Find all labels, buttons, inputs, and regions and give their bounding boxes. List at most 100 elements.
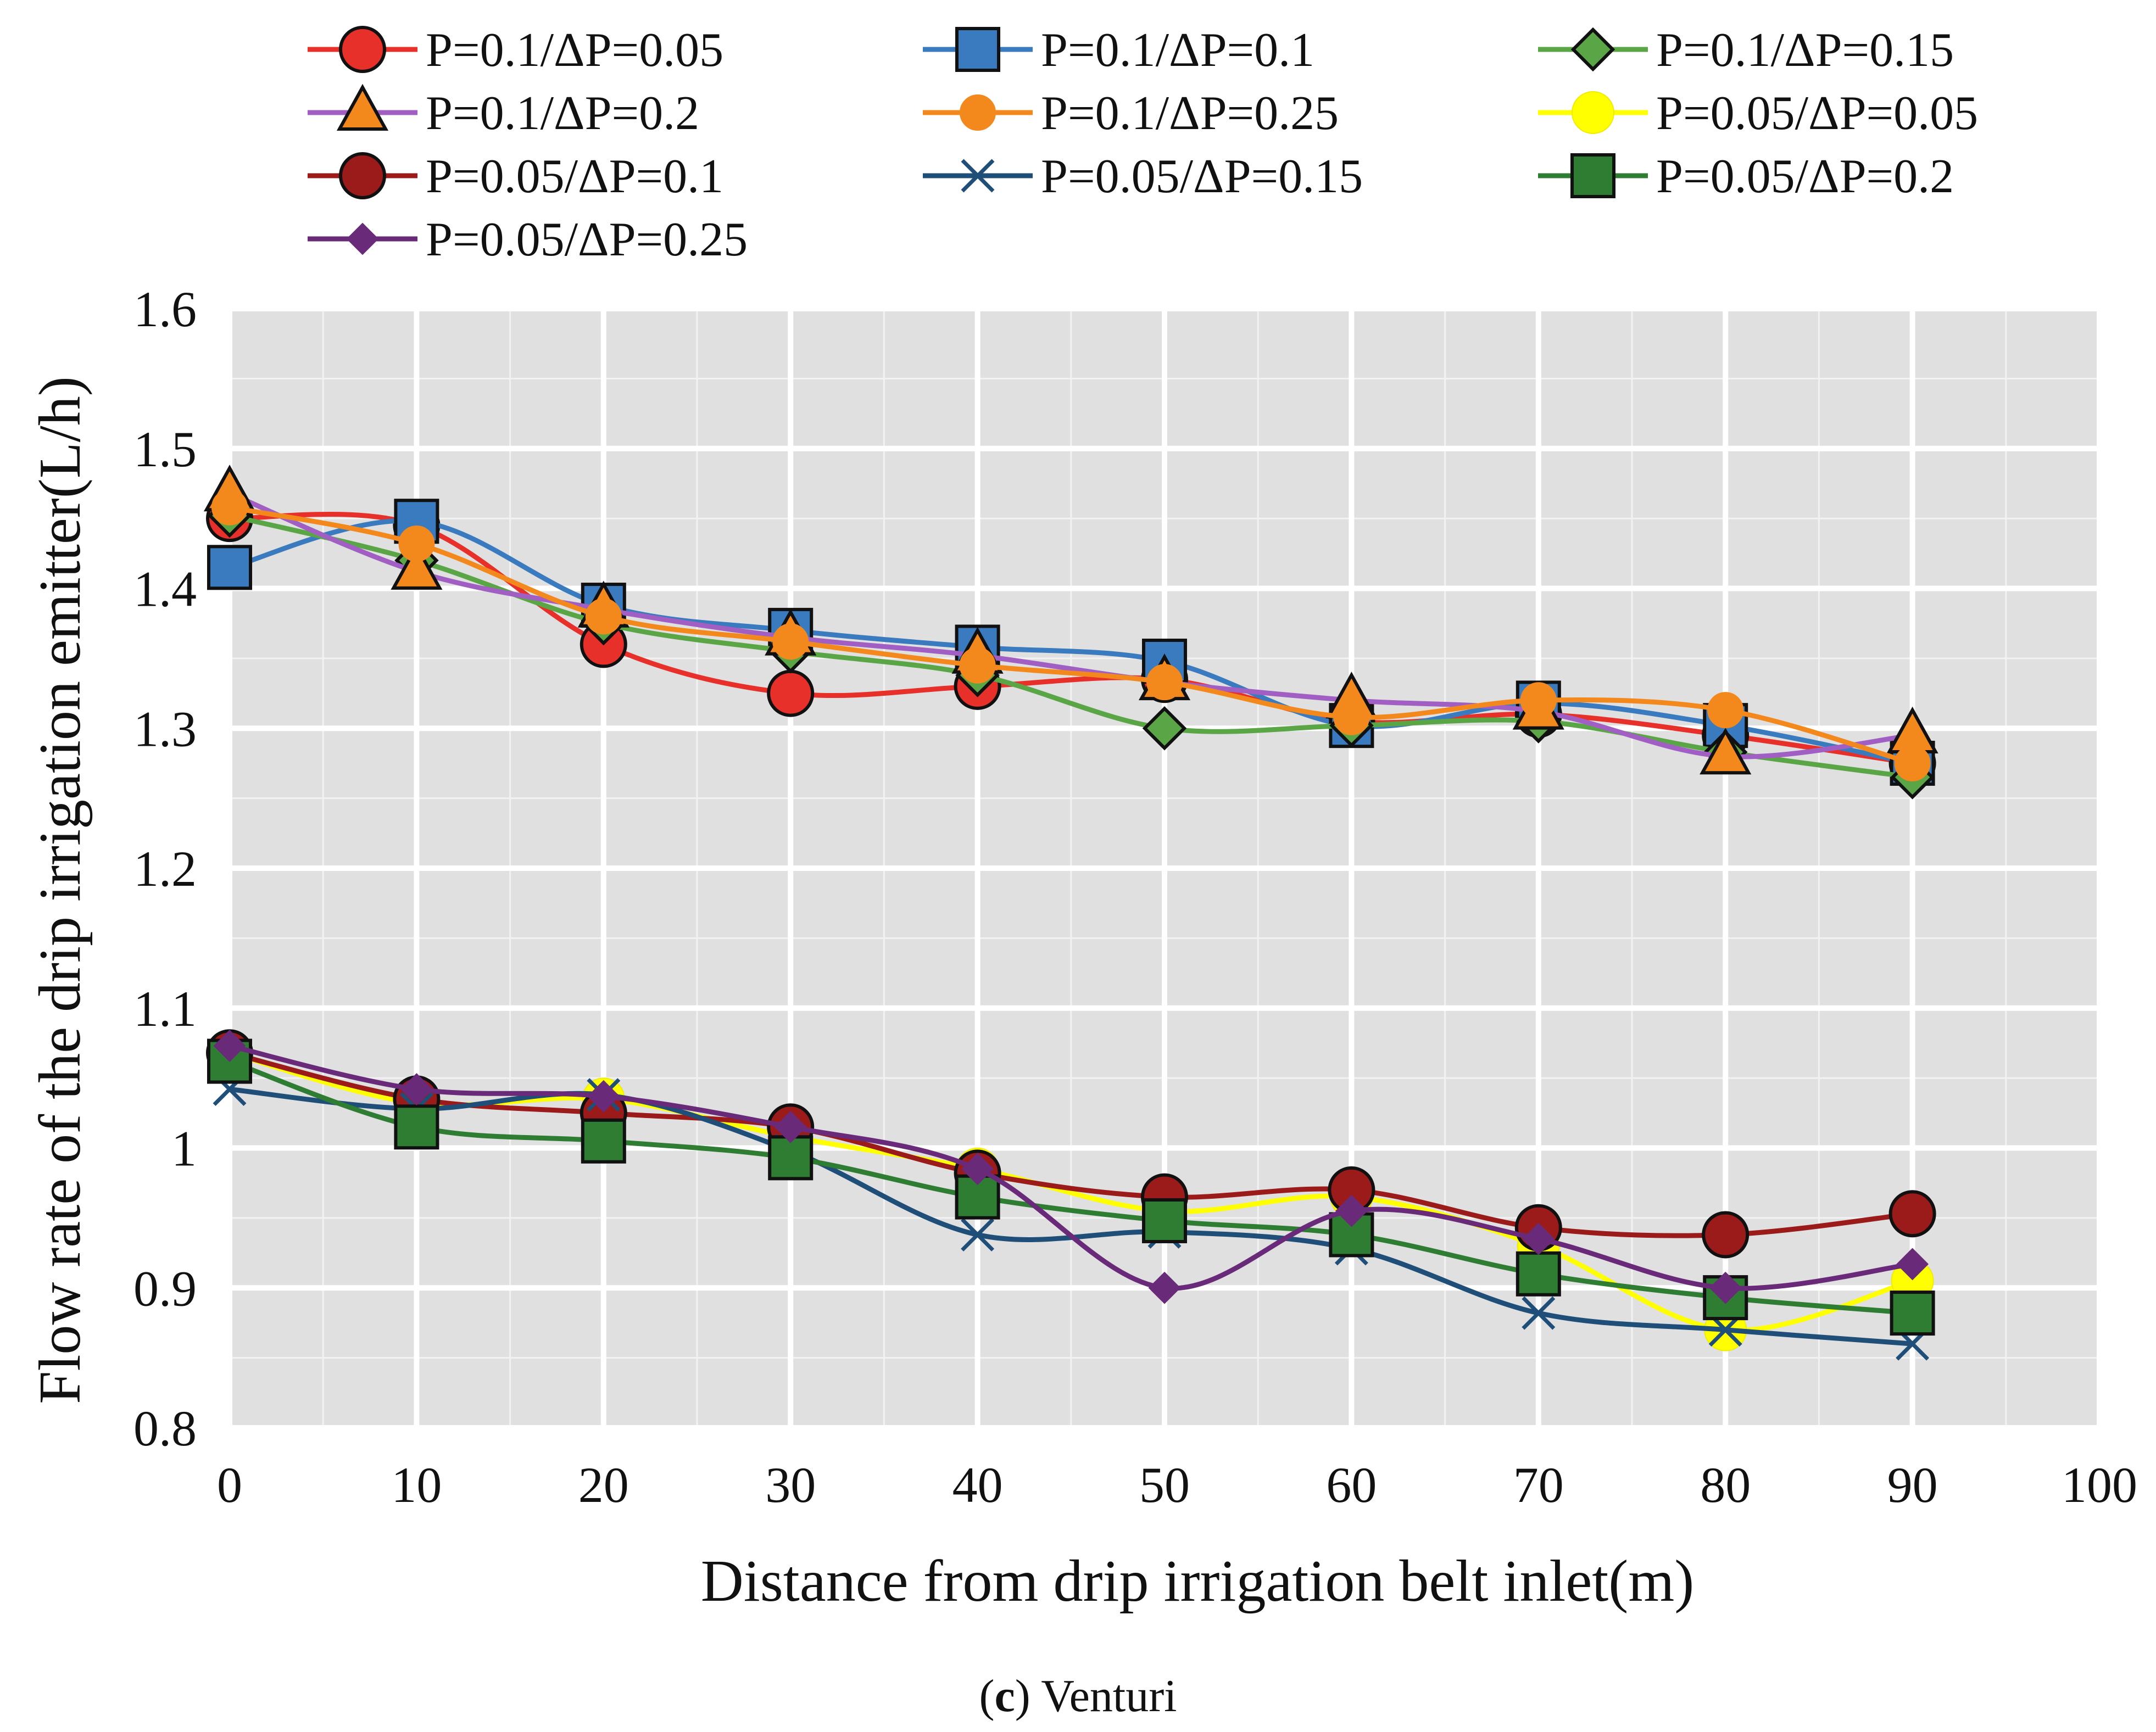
x-marker-stroke <box>1522 1296 1556 1330</box>
legend-marker <box>1572 91 1614 134</box>
data-point <box>1700 727 1752 775</box>
legend-label: P=0.05/ΔP=0.2 <box>1656 150 1954 203</box>
data-point <box>581 1118 626 1164</box>
x-tick-label: 100 <box>2062 1457 2137 1513</box>
legend-label: P=0.1/ΔP=0.1 <box>1041 24 1314 77</box>
legend-label: P=0.05/ΔP=0.25 <box>426 213 748 266</box>
x-marker-stroke <box>961 1217 995 1251</box>
legend-marker <box>1570 153 1615 198</box>
data-point <box>774 1110 807 1143</box>
y-tick-label: 1.2 <box>133 841 197 897</box>
legend-entry: P=0.1/ΔP=0.1 <box>923 24 1314 77</box>
x-tick-label: 70 <box>1513 1457 1564 1513</box>
data-point <box>211 489 248 526</box>
data-point <box>1142 706 1187 751</box>
data-point <box>1146 664 1183 701</box>
data-point <box>1709 1271 1742 1304</box>
series-line <box>229 1050 1913 1238</box>
data-point <box>394 1104 439 1150</box>
series-line <box>229 1050 1913 1333</box>
data-point <box>1148 1271 1181 1304</box>
data-point <box>1522 1222 1555 1255</box>
x-tick-label: 0 <box>217 1457 242 1513</box>
data-point <box>587 1080 620 1113</box>
series-10 <box>213 1030 1929 1304</box>
x-tick-label: 40 <box>952 1457 1003 1513</box>
x-tick-label: 20 <box>578 1457 629 1513</box>
legend-entry: P=0.1/ΔP=0.25 <box>923 87 1339 140</box>
legend-entry: P=0.05/ΔP=0.25 <box>308 213 748 266</box>
legend-entry: P=0.05/ΔP=0.05 <box>1538 87 1978 140</box>
data-point <box>391 543 443 590</box>
y-tick-label: 1.4 <box>133 561 197 617</box>
data-point <box>1702 1211 1750 1259</box>
data-point <box>961 1217 995 1251</box>
legend-label: P=0.05/ΔP=0.1 <box>426 150 723 203</box>
legend-entry: P=0.05/ΔP=0.1 <box>308 150 723 203</box>
series-line <box>229 491 1913 759</box>
x-tick-label: 60 <box>1326 1457 1377 1513</box>
x-tick-label: 50 <box>1139 1457 1190 1513</box>
x-tick-label: 10 <box>391 1457 442 1513</box>
data-point <box>1142 1198 1187 1243</box>
series-line <box>229 1043 1913 1291</box>
x-tick-label: 30 <box>765 1457 816 1513</box>
figure-caption: (c) Venturi <box>979 1670 1177 1722</box>
x-marker-stroke <box>961 159 995 193</box>
y-tick-label: 1.5 <box>133 421 197 477</box>
data-point <box>398 525 435 562</box>
series-line <box>229 518 1913 766</box>
data-point <box>1888 1190 1936 1238</box>
grid <box>227 306 2102 1431</box>
y-tick-label: 0.9 <box>133 1260 197 1316</box>
y-tick-label: 1 <box>171 1121 197 1177</box>
data-point <box>207 545 252 590</box>
legend-label: P=0.1/ΔP=0.05 <box>426 24 723 77</box>
data-point <box>772 623 809 660</box>
legend-label: P=0.05/ΔP=0.05 <box>1656 87 1978 140</box>
x-tick-label: 80 <box>1700 1457 1751 1513</box>
y-tick-label: 0.8 <box>133 1400 197 1456</box>
data-point <box>1522 1296 1556 1330</box>
legend-marker <box>336 83 389 131</box>
legend-label: P=0.1/ΔP=0.25 <box>1041 87 1339 140</box>
series-layer <box>203 465 1938 1361</box>
series-5 <box>211 489 1931 781</box>
caption-text: Venturi <box>1041 1670 1177 1722</box>
data-point <box>1707 692 1744 729</box>
x-tick-label: 90 <box>1887 1457 1938 1513</box>
legend: P=0.1/ΔP=0.05 P=0.1/ΔP=0.1 P=0.1/ΔP=0.15 P=… <box>308 24 1978 266</box>
data-point <box>213 1030 246 1062</box>
data-point <box>1333 699 1370 735</box>
data-point <box>1890 1290 1935 1336</box>
legend-marker <box>339 26 386 73</box>
legend-label: P=0.1/ΔP=0.2 <box>426 87 699 140</box>
data-point <box>1894 745 1931 781</box>
legend-entry: P=0.1/ΔP=0.05 <box>308 24 723 77</box>
data-point <box>768 1135 814 1181</box>
legend-marker <box>1570 27 1615 72</box>
data-point <box>1516 1251 1561 1297</box>
legend-marker <box>339 152 386 199</box>
series-line <box>229 1059 1913 1316</box>
data-point <box>400 1073 433 1105</box>
legend-marker <box>961 159 995 193</box>
legend-entry: P=0.05/ΔP=0.2 <box>1538 150 1954 203</box>
data-point <box>959 647 996 684</box>
y-tick-label: 1.6 <box>133 281 197 337</box>
legend-label: P=0.1/ΔP=0.15 <box>1656 24 1954 77</box>
legend-marker <box>955 27 1000 72</box>
data-point <box>767 669 815 717</box>
legend-entry: P=0.05/ΔP=0.15 <box>923 150 1363 203</box>
tick-labels: 0 10 20 30 40 50 60 70 80 90 100 0.8 0.9 1 1.1 1.2 1.3 1.… <box>133 281 2137 1513</box>
series-line <box>229 505 1913 766</box>
data-point <box>1335 1194 1368 1227</box>
legend-label: P=0.05/ΔP=0.15 <box>1041 150 1363 203</box>
data-point <box>1520 682 1557 719</box>
legend-entry: P=0.1/ΔP=0.15 <box>1538 24 1954 77</box>
y-tick-label: 1.1 <box>133 981 197 1037</box>
caption-letter: c <box>994 1670 1015 1722</box>
y-tick-label: 1.3 <box>133 701 197 757</box>
legend-marker <box>346 222 379 255</box>
